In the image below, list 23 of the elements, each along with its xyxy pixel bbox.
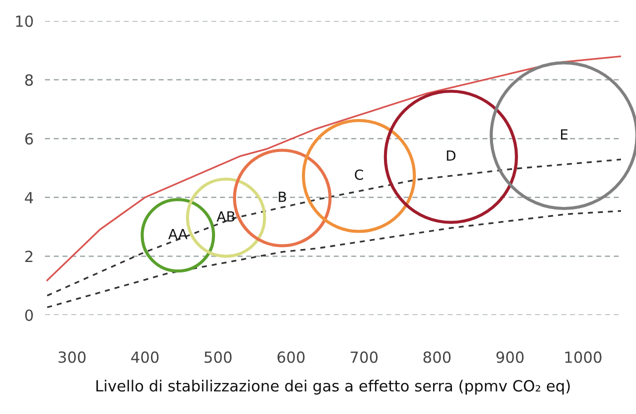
y-tick-label: 0 — [25, 309, 33, 322]
x-tick-label: 300 — [58, 351, 86, 363]
x-tick-label: 700 — [350, 351, 378, 363]
y-tick-label: 2 — [25, 250, 32, 262]
y-tick-label: 4 — [24, 192, 34, 204]
y-tick-label: 8 — [25, 74, 33, 86]
x-tick-label: 500 — [204, 351, 232, 363]
x-tick-label: 600 — [278, 351, 305, 363]
annotation: C — [354, 169, 364, 180]
x-tick-label: 900 — [496, 351, 524, 363]
y-tick-label: 10 — [16, 15, 33, 28]
line-series — [46, 210, 621, 308]
line-series — [46, 55, 621, 282]
annotation: B — [278, 192, 286, 202]
annotation: AB — [216, 211, 235, 222]
x-tick-label: 1000 — [565, 351, 602, 363]
x-tick-label: 400 — [131, 351, 159, 363]
y-tick-label: 6 — [25, 133, 33, 145]
annotation: E — [561, 129, 568, 140]
x-axis-title: Livello di stabilizzazione dei gas a effetto serra (ppmv CO₂ eq) — [96, 380, 570, 395]
annotation: AA — [168, 229, 188, 240]
annotation: D — [446, 150, 456, 161]
x-tick-label: 800 — [423, 351, 451, 363]
